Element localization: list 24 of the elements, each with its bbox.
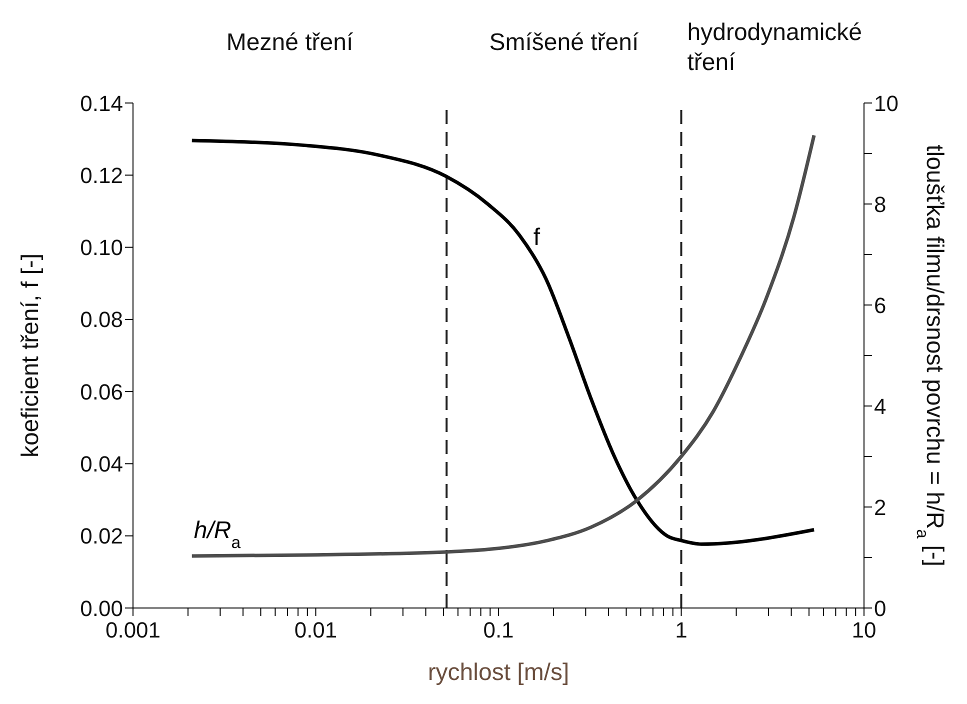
y-tick-label: 0.10 [80, 235, 123, 260]
series-label: h/R$_{a}$ [194, 516, 242, 552]
y2-tick-label: 2 [874, 494, 886, 520]
y-tick-label: 0.08 [80, 307, 123, 332]
x-tick-label: 1 [675, 618, 688, 643]
x-axis-title: rychlost [m/s] [428, 659, 570, 686]
y2-tick-label: 10 [874, 90, 898, 116]
text: Mezné tření [226, 29, 354, 56]
series-label: f [533, 224, 540, 252]
x-tick-label: 0.1 [483, 618, 514, 643]
y2-tick-label: 0 [874, 596, 886, 621]
text: Smíšené tření [489, 29, 639, 56]
y-tick-label: 0.02 [80, 524, 123, 549]
x-tick-label: 0.01 [294, 618, 338, 643]
y-tick-label: 0.04 [80, 452, 123, 477]
y-tick-label: 0.12 [80, 162, 123, 188]
y-tick-label: 0.14 [80, 90, 123, 116]
y2-tick-label: 4 [874, 394, 886, 419]
y-axis-title: koeficient tření, f [-] [17, 253, 44, 458]
y-tick-label: 0.06 [80, 379, 123, 404]
text: hydrodynamické tření [687, 19, 862, 76]
x-tick-label: 10 [852, 618, 876, 643]
y2-tick-label: 8 [874, 192, 886, 217]
y2-tick-label: 6 [874, 292, 886, 318]
